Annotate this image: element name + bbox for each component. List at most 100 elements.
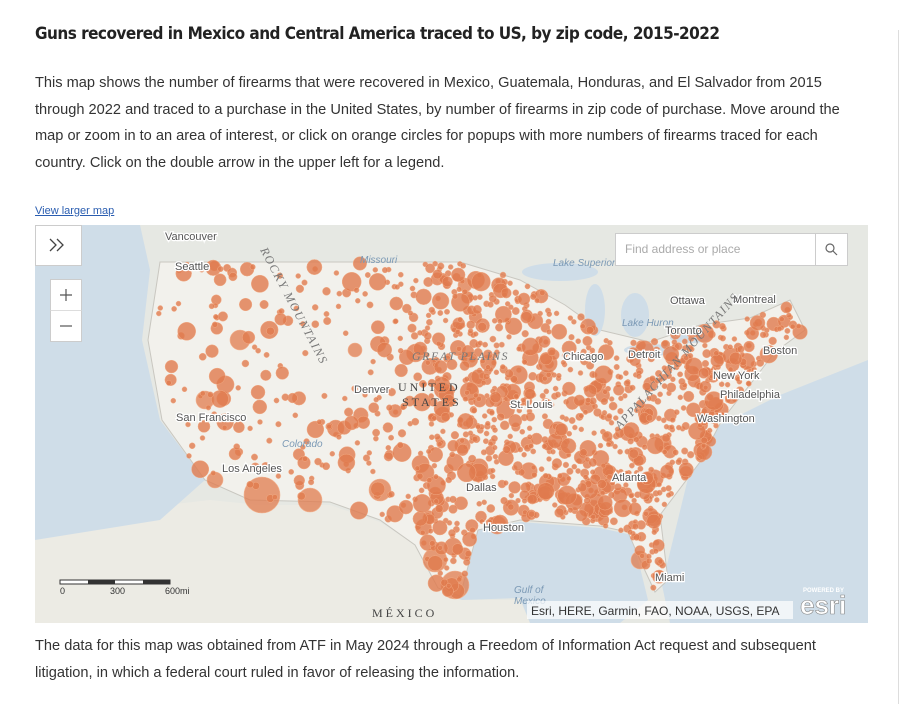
recovery-circle	[208, 303, 215, 310]
recovery-circle	[539, 289, 546, 296]
recovery-circle	[507, 280, 513, 286]
recovery-circle	[598, 344, 615, 361]
view-larger-map-link[interactable]: View larger map	[35, 205, 115, 217]
recovery-circle	[429, 540, 436, 547]
recovery-circle	[427, 528, 434, 534]
search-placeholder: Find address or place	[625, 242, 741, 256]
scale-bar: 0 300 600mi	[59, 579, 190, 596]
recovery-circle	[680, 405, 687, 411]
recovery-circle	[727, 366, 734, 373]
recovery-circle	[485, 420, 491, 427]
recovery-circle	[577, 313, 585, 321]
recovery-circle	[786, 312, 792, 319]
recovery-circle	[562, 381, 576, 396]
recovery-circle	[366, 301, 374, 309]
search-icon	[825, 243, 835, 253]
recovery-circle	[471, 272, 491, 292]
powered-by: POWERED BY	[803, 588, 844, 594]
recovery-circle	[617, 448, 623, 455]
recovery-circle	[392, 318, 399, 325]
recovery-circle	[288, 469, 295, 475]
recovery-circle	[580, 323, 586, 330]
recovery-circle	[731, 336, 738, 342]
map-label: Ottawa	[670, 295, 706, 307]
recovery-circle	[431, 462, 438, 469]
recovery-circle	[427, 555, 444, 572]
recovery-circle	[425, 359, 431, 366]
recovery-circle	[414, 465, 421, 472]
zoom-in[interactable]	[60, 289, 72, 301]
recovery-circle	[412, 494, 432, 513]
recovery-circle	[627, 529, 633, 535]
recovery-circle	[600, 462, 607, 469]
map-label: Denver	[354, 384, 390, 396]
recovery-circle	[702, 349, 712, 359]
recovery-circle	[208, 367, 226, 385]
recovery-circle	[457, 316, 463, 323]
recovery-circle	[662, 345, 680, 363]
recovery-circle	[637, 465, 644, 472]
recovery-circle	[437, 545, 443, 551]
recovery-circle	[445, 582, 452, 589]
recovery-circle	[266, 437, 273, 444]
recovery-circle	[213, 273, 227, 287]
recovery-circle	[700, 436, 708, 444]
legend-toggle[interactable]	[35, 225, 82, 266]
recovery-circle	[698, 415, 709, 426]
map-label: Lake Superior	[553, 258, 616, 269]
recovery-circle	[654, 497, 660, 503]
recovery-circle	[347, 342, 363, 358]
recovery-circle	[795, 323, 802, 330]
recovery-circle	[198, 352, 207, 361]
recovery-circle	[719, 335, 726, 342]
recovery-circle	[510, 375, 518, 383]
recovery-circle	[542, 472, 549, 480]
recovery-circle	[614, 483, 622, 491]
recovery-circle	[743, 340, 755, 353]
recovery-circle	[783, 334, 790, 341]
recovery-circle	[186, 453, 192, 459]
recovery-circle	[472, 295, 478, 301]
map[interactable]: Vancouver Seattle Missouri Lake Superior Ott…	[35, 225, 868, 623]
recovery-circle	[700, 442, 707, 449]
map-label: San Francisco	[176, 412, 246, 424]
search-box[interactable]	[615, 233, 816, 266]
recovery-circle	[451, 543, 464, 556]
recovery-circle	[198, 267, 205, 273]
recovery-circle	[494, 305, 512, 323]
recovery-circle	[661, 383, 668, 390]
recovery-circle	[413, 277, 419, 284]
recovery-circle	[591, 430, 597, 436]
recovery-circle	[588, 457, 598, 467]
recovery-circle	[675, 458, 682, 466]
recovery-circle	[504, 369, 514, 379]
recovery-circle	[652, 569, 667, 584]
recovery-circle	[579, 448, 588, 457]
recovery-circle	[528, 510, 535, 518]
recovery-circle	[275, 366, 289, 380]
recovery-circle	[557, 485, 577, 505]
recovery-circle	[471, 436, 479, 443]
recovery-circle	[489, 473, 496, 480]
map-label: Detroit	[628, 349, 660, 361]
recovery-circle	[552, 385, 559, 392]
recovery-circle	[499, 420, 510, 431]
scale-bar	[88, 580, 115, 584]
recovery-circle	[530, 432, 543, 445]
recovery-circle	[479, 518, 485, 525]
recovery-circle	[537, 482, 555, 500]
search-button[interactable]	[815, 233, 848, 266]
recovery-circle	[606, 413, 613, 420]
recovery-circle	[250, 462, 261, 473]
recovery-circle	[629, 462, 635, 469]
recovery-circle	[373, 435, 379, 442]
recovery-circle	[602, 389, 608, 395]
recovery-circle	[713, 422, 719, 429]
recovery-circle	[709, 373, 715, 380]
recovery-circle	[300, 321, 306, 327]
recovery-circle	[512, 461, 523, 471]
recovery-circle	[512, 289, 520, 296]
recovery-circle	[170, 397, 177, 404]
recovery-circle	[187, 263, 195, 271]
